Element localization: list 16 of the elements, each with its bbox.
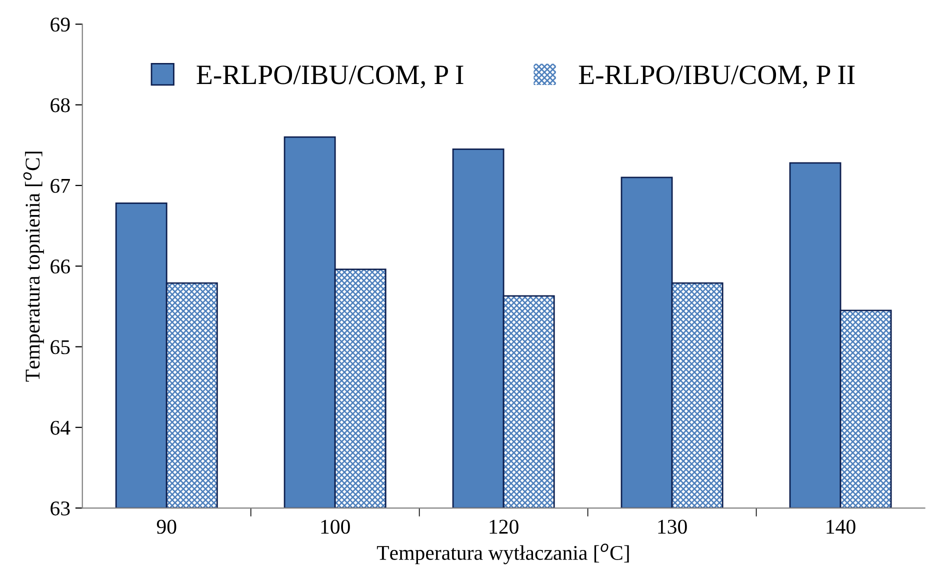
x-tick-label: 130 — [658, 520, 687, 534]
x-tick-label: 120 — [490, 520, 518, 534]
x-tick-label: 90 — [156, 520, 176, 534]
y-tick-label: 63 — [50, 501, 70, 516]
y-tick-label: 64 — [50, 420, 70, 435]
x-tick-label: 140 — [826, 520, 856, 534]
legend-label: E-RLPO/IBU/COM, P II — [578, 66, 855, 88]
y-tick-label: 65 — [50, 340, 70, 354]
y-tick-label: 69 — [50, 18, 70, 32]
y-tick-label: 67 — [50, 178, 70, 193]
x-axis-title: Temperatura wytłaczania [$^{o}$C] — [376, 544, 629, 564]
legend-label: E-RLPO/IBU/COM, P I — [196, 66, 464, 88]
y-tick-label: 68 — [50, 98, 70, 112]
y-axis-title: Temperatura topnienia [$^{o}$C] — [23, 152, 44, 382]
y-tick-label: 66 — [50, 260, 70, 274]
x-tick-label: 100 — [321, 520, 350, 534]
